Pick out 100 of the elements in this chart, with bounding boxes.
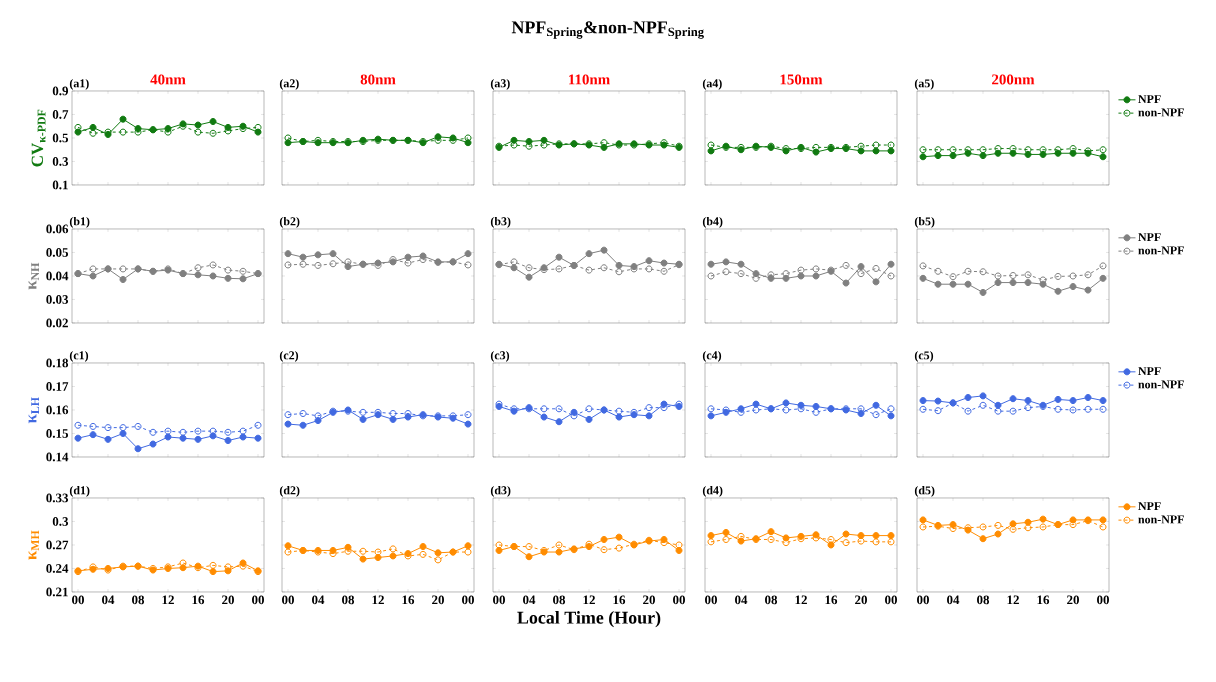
point <box>1039 146 1047 154</box>
point <box>797 266 805 274</box>
point <box>919 405 927 413</box>
point <box>224 266 232 274</box>
point <box>857 142 865 150</box>
point <box>707 538 715 546</box>
point <box>404 253 412 261</box>
point <box>314 261 322 269</box>
point <box>707 141 715 149</box>
point <box>1099 146 1107 154</box>
x-tick-label: 12 <box>583 595 595 605</box>
point <box>585 250 593 258</box>
point <box>239 427 247 435</box>
text: (d4) <box>702 485 723 497</box>
point <box>359 547 367 555</box>
point <box>254 434 262 442</box>
point <box>329 550 337 558</box>
y-tick-label: 0.3 <box>52 517 69 526</box>
x-tick-label: 04 <box>947 595 960 605</box>
point <box>1069 521 1077 529</box>
point <box>1024 397 1032 405</box>
point <box>615 407 623 415</box>
text: (c1) <box>69 350 89 362</box>
point <box>1054 287 1062 295</box>
text: (b3) <box>490 216 511 228</box>
point <box>194 271 202 279</box>
point <box>857 263 865 271</box>
point <box>525 273 533 281</box>
point <box>224 274 232 282</box>
text: (c5) <box>914 350 934 362</box>
point <box>782 399 790 407</box>
y-tick-label: 0.21 <box>46 587 68 597</box>
point <box>660 404 668 412</box>
point <box>1009 395 1017 403</box>
x-tick-label: 20 <box>432 595 444 605</box>
x-tick-label: 12 <box>1007 595 1019 605</box>
y-tick-label: 0.33 <box>46 493 69 503</box>
text: (b4) <box>702 216 723 228</box>
point <box>767 528 775 536</box>
text: (a4) <box>702 78 722 90</box>
point <box>707 412 715 420</box>
point <box>707 272 715 280</box>
point <box>299 410 307 418</box>
point <box>89 272 97 280</box>
point <box>344 263 352 271</box>
x-tick-label: 00 <box>252 595 264 605</box>
point <box>887 538 895 546</box>
text: (d3) <box>490 485 511 497</box>
text: (a2) <box>279 78 299 90</box>
point <box>149 428 157 436</box>
point <box>510 264 518 272</box>
point <box>254 421 262 429</box>
point <box>209 261 217 269</box>
y-tick-label: 0.16 <box>46 405 69 415</box>
point <box>887 412 895 420</box>
point <box>1084 286 1092 294</box>
point <box>919 516 927 524</box>
point <box>1099 262 1107 270</box>
point <box>919 274 927 282</box>
point <box>615 413 623 421</box>
point <box>284 420 292 428</box>
y-axis-title: κ$_{LH}$ <box>28 397 39 424</box>
point <box>979 152 987 160</box>
x-axis-title: Local Time (Hour) <box>517 611 661 628</box>
point <box>919 397 927 405</box>
point <box>1024 146 1032 154</box>
point <box>812 143 820 151</box>
legend-label: NPF <box>1138 233 1161 241</box>
point <box>119 265 127 273</box>
point <box>119 429 127 437</box>
x-tick-label: 16 <box>825 595 838 605</box>
chart-title: 200nm <box>992 74 1035 85</box>
chart-title: 110nm <box>569 74 610 85</box>
point <box>194 427 202 435</box>
point <box>767 536 775 543</box>
point <box>979 146 987 154</box>
point <box>495 541 503 549</box>
point <box>299 253 307 261</box>
point <box>812 408 820 416</box>
point <box>964 394 972 402</box>
x-tick-label: 04 <box>523 595 536 605</box>
point <box>660 259 668 267</box>
point <box>994 521 1002 529</box>
x-tick-label: 20 <box>222 595 234 605</box>
x-tick-label: 00 <box>493 595 505 605</box>
point <box>660 267 668 275</box>
point <box>979 392 987 400</box>
point <box>525 553 533 561</box>
point <box>949 152 957 160</box>
y-tick-label: 0.06 <box>46 224 69 234</box>
point <box>284 548 292 556</box>
legend-label: non-NPF <box>1138 246 1184 255</box>
point <box>1099 274 1107 282</box>
point <box>842 539 850 547</box>
point <box>404 259 412 267</box>
point <box>615 268 623 276</box>
y-tick-label: 0.14 <box>46 452 69 462</box>
point <box>1069 397 1077 405</box>
point <box>1099 523 1107 531</box>
point <box>224 437 232 445</box>
